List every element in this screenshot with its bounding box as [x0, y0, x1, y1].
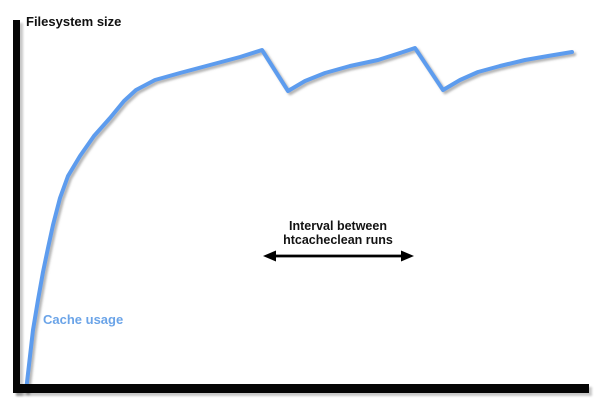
filesystem-size-label: Filesystem size [26, 14, 122, 29]
cache-usage-label: Cache usage [43, 312, 124, 327]
interval-annotation-line1: Interval between [289, 219, 387, 233]
x-axis [13, 384, 589, 393]
interval-annotation-line2: htcacheclean runs [283, 233, 393, 247]
cache-usage-curve [24, 46, 574, 393]
interval-arrow-left-head [263, 250, 276, 262]
interval-arrow-right-head [401, 250, 414, 262]
interval-annotation: Interval between htcacheclean runs [257, 219, 419, 247]
y-axis [13, 20, 20, 393]
